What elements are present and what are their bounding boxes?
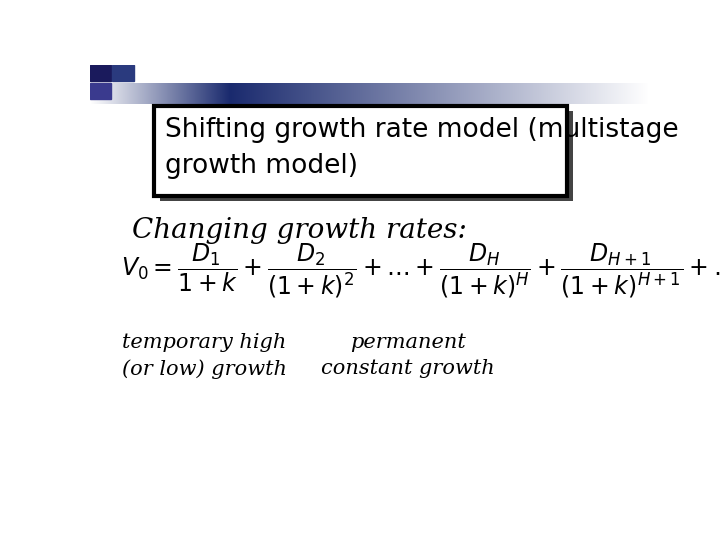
Bar [112, 65, 133, 82]
Text: permanent
constant growth: permanent constant growth [321, 333, 495, 379]
Bar [90, 65, 111, 82]
Text: $V_0 = \dfrac{D_1}{1+k} + \dfrac{D_2}{(1+k)^2} + \ldots + \dfrac{D_H}{(1+k)^H} +: $V_0 = \dfrac{D_1}{1+k} + \dfrac{D_2}{(1… [121, 241, 720, 300]
Bar [154, 106, 567, 196]
Text: Changing growth rates:: Changing growth rates: [132, 217, 467, 244]
Text: Shifting growth rate model (multistage
growth model): Shifting growth rate model (multistage g… [166, 117, 679, 179]
Bar [90, 83, 111, 99]
Bar [160, 111, 572, 201]
Text: temporary high
(or low) growth: temporary high (or low) growth [122, 333, 287, 380]
